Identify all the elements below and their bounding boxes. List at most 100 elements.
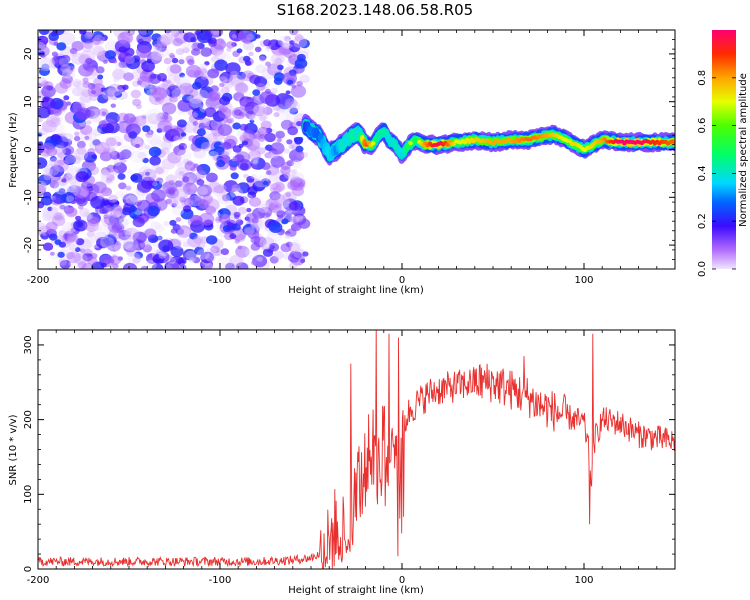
noise-blob [122, 193, 138, 206]
noise-blob [182, 205, 192, 213]
noise-blob [79, 207, 90, 217]
noise-blob [220, 86, 230, 95]
noise-blob [190, 64, 197, 70]
noise-blob [214, 185, 225, 194]
noise-blob [174, 85, 180, 90]
noise-blob [80, 31, 95, 44]
noise-blob [271, 106, 278, 111]
noise-blob [145, 131, 153, 138]
noise-blob [67, 236, 78, 245]
noise-blob [287, 126, 299, 136]
noise-blob [110, 168, 119, 176]
noise-blob [127, 252, 141, 264]
noise-blob [222, 225, 231, 233]
noise-blob [130, 173, 143, 183]
noise-blob [70, 198, 77, 205]
noise-blob [175, 30, 185, 37]
noise-blob [160, 140, 172, 150]
noise-blob [46, 216, 52, 221]
noise-blob [188, 135, 197, 142]
noise-blob [134, 201, 141, 207]
noise-blob [104, 50, 116, 60]
noise-blob [57, 159, 65, 166]
noise-blob [217, 193, 230, 205]
noise-blob [132, 231, 147, 244]
noise-blob [45, 221, 58, 232]
noise-blob [61, 132, 74, 143]
noise-blob [233, 81, 246, 92]
noise-blob [179, 72, 185, 78]
noise-blob [150, 221, 161, 230]
noise-blob [38, 41, 46, 53]
noise-blob [115, 190, 125, 199]
noise-blob [284, 233, 291, 239]
noise-blob [73, 148, 89, 161]
noise-blob [75, 238, 85, 246]
noise-blob [198, 118, 213, 130]
colorbar-gradient [712, 30, 736, 269]
heatmap-y-axis: -20 -10 0 10 20 [23, 29, 675, 270]
noise-blob [116, 152, 127, 160]
noise-blob [290, 222, 302, 232]
noise-blob [100, 169, 111, 179]
noise-blob [107, 83, 123, 97]
noise-blob [196, 128, 206, 136]
noise-blob [289, 251, 299, 259]
noise-blob [123, 113, 136, 124]
noise-blob [148, 146, 162, 157]
noise-blob [159, 180, 165, 185]
noise-blob [195, 109, 207, 119]
noise-blob [75, 171, 89, 183]
noise-blob [172, 236, 188, 249]
noise-blob [296, 121, 303, 127]
noise-blob [264, 132, 276, 143]
noise-blob [249, 119, 255, 124]
noise-blob [178, 143, 188, 151]
heatmap-y-label: Frequency (Hz) [8, 112, 19, 188]
noise-blob [286, 139, 293, 145]
noise-blob [112, 263, 119, 269]
noise-blob [237, 245, 243, 250]
noise-blob [302, 251, 309, 257]
noise-blob [151, 189, 166, 202]
noise-blob [84, 211, 90, 217]
noise-blob [85, 213, 94, 220]
colorbar-ticks: 0.0 0.2 0.4 0.6 0.8 [697, 70, 736, 277]
noise-blob [182, 241, 190, 248]
noise-blob [257, 135, 266, 142]
noise-blob [75, 215, 82, 221]
noise-blob [66, 251, 81, 264]
noise-blob [171, 30, 180, 37]
noise-blob [200, 47, 212, 57]
noise-blob [66, 251, 75, 260]
noise-blob [120, 191, 131, 200]
noise-blob [178, 171, 185, 176]
noise-blob [182, 182, 198, 195]
noise-blob [136, 180, 152, 193]
noise-blob [49, 180, 60, 189]
noise-blob [213, 52, 220, 58]
noise-blob [41, 97, 56, 110]
noise-blob [126, 169, 133, 175]
noise-blob [219, 96, 231, 106]
noise-blob [118, 182, 127, 190]
noise-blob [100, 236, 115, 249]
noise-blob [218, 214, 231, 224]
noise-blob [142, 125, 151, 133]
noise-blob [132, 217, 145, 228]
noise-blob [73, 253, 88, 265]
noise-blob [104, 86, 117, 97]
noise-blob [277, 197, 290, 209]
noise-blob [172, 38, 183, 47]
noise-blob [289, 107, 299, 115]
noise-blob [93, 77, 103, 86]
snr-y-axis: 0 100 200 300 [23, 329, 675, 572]
noise-blob [250, 242, 261, 251]
noise-blob [163, 57, 172, 65]
noise-blob [48, 157, 60, 167]
noise-blob [288, 201, 301, 211]
noise-blob [161, 102, 177, 115]
noise-blob [173, 135, 180, 142]
noise-blob [154, 224, 165, 233]
noise-blob [86, 183, 93, 189]
